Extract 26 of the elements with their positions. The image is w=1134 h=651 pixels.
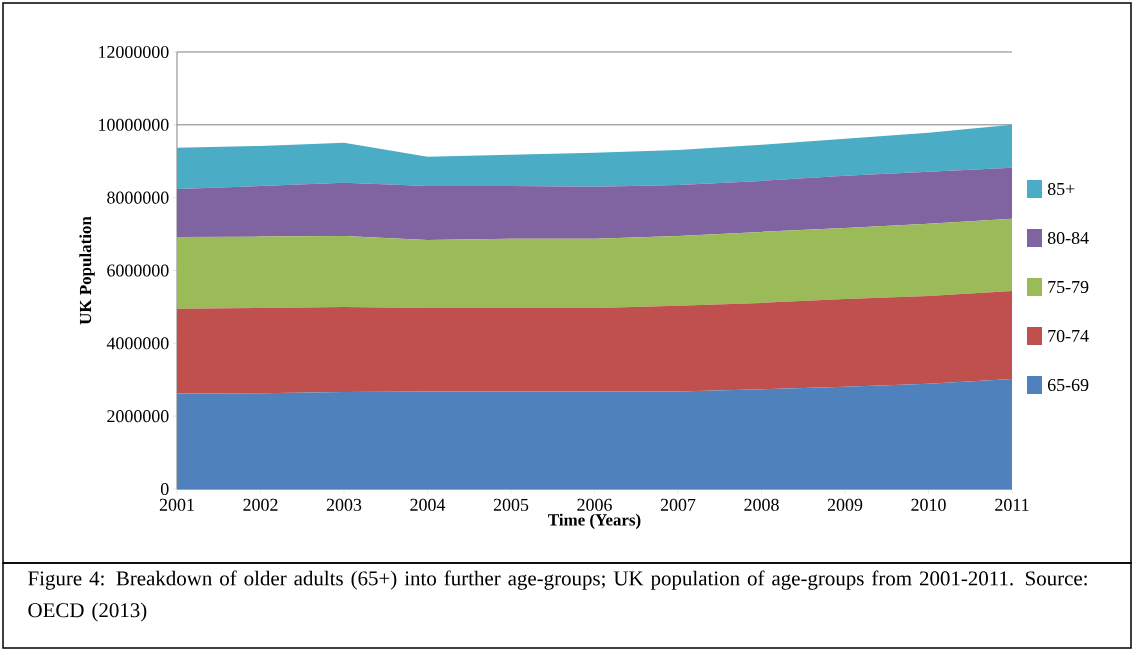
y-tick-label: 8000000: [107, 191, 169, 204]
legend-label: 65-69: [1047, 378, 1089, 392]
legend-label: 75-79: [1048, 280, 1089, 294]
y-tick-label: 4000000: [106, 337, 169, 350]
x-tick-label: 2004: [410, 498, 446, 511]
x-tick-label: 2011: [995, 498, 1029, 511]
x-tick-label: 2005: [493, 498, 529, 511]
x-tick-label: 2001: [159, 498, 194, 511]
x-tick-label: 2009: [827, 498, 863, 511]
y-tick-label: 2000000: [107, 410, 169, 423]
legend-label: 85+: [1047, 182, 1075, 196]
legend-label: 70-74: [1048, 329, 1089, 343]
y-tick-label: 10000000: [99, 118, 169, 131]
x-tick-label: 2002: [243, 498, 278, 511]
x-tick-label: 2010: [911, 498, 946, 511]
x-axis-title: Time (Years): [548, 513, 641, 530]
x-tick-label: 2006: [577, 498, 612, 511]
y-tick-label: 6000000: [107, 264, 169, 277]
x-tick-label: 2003: [326, 498, 362, 511]
caption: Figure 4: Breakdown of older adults (65+) into further age-groups; UK population of age-groups from 2001-2011. Source: OECD (2013): [28, 570, 1087, 622]
x-tick-label: 2008: [744, 498, 779, 511]
y-tick-label: 0: [160, 482, 169, 496]
y-tick-label: 12000000: [99, 45, 169, 59]
x-tick-label: 2007: [660, 498, 696, 511]
y-axis-title: UK Population: [79, 216, 95, 325]
legend-label: 80-84: [1047, 231, 1089, 245]
